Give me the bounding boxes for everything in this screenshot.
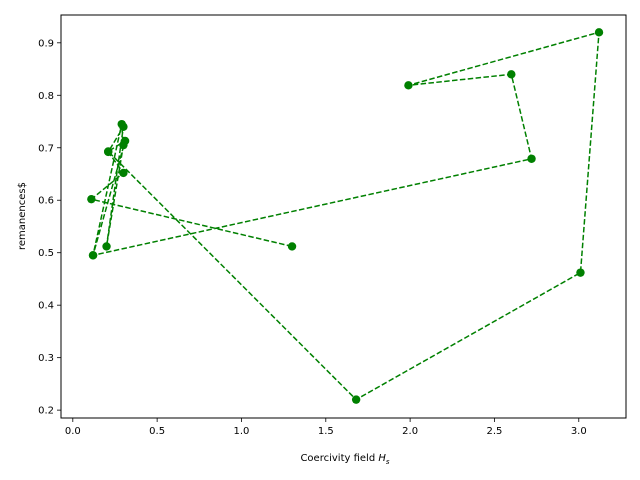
data-point (102, 242, 111, 251)
x-axis-label-subscript: s (386, 458, 390, 466)
plot-area (87, 28, 604, 404)
data-point (287, 242, 297, 251)
y-tick-label: 0.2 (38, 406, 54, 417)
y-tick-label: 0.9 (38, 38, 54, 49)
x-axis-label: Coercivity field Hs (300, 453, 389, 466)
x-tick-label: 1.0 (234, 426, 250, 437)
data-point (351, 395, 361, 404)
x-tick-label: 2.5 (486, 426, 502, 437)
y-tick-label: 0.5 (38, 248, 54, 259)
data-point (576, 268, 585, 277)
y-tick-label: 0.3 (38, 353, 54, 364)
y-tick-label: 0.6 (38, 196, 54, 207)
y-tick-label: 0.7 (38, 143, 54, 154)
x-tick-label: 0.0 (65, 426, 81, 437)
x-axis-ticks: 0.0 0.5 1.0 1.5 2.0 2.5 3.0 (65, 418, 587, 437)
y-axis-label: remanences$ (17, 182, 28, 250)
data-point (104, 147, 113, 156)
y-tick-label: 0.8 (38, 91, 54, 102)
data-point (87, 194, 96, 204)
x-tick-label: 3.0 (571, 426, 587, 437)
data-point (119, 168, 128, 178)
data-point (117, 119, 126, 129)
data-point (88, 251, 98, 260)
x-axis-label-text: Coercivity field (300, 453, 375, 464)
data-point (507, 70, 516, 79)
data-point (404, 81, 413, 90)
series-line (89, 31, 600, 401)
x-tick-label: 1.5 (318, 426, 334, 437)
y-axis-ticks: 0.2 0.3 0.4 0.5 0.6 0.7 0.8 0.9 (38, 38, 61, 417)
axes-frame (60, 14, 627, 419)
x-tick-label: 2.0 (402, 426, 418, 437)
data-point (527, 154, 536, 163)
y-tick-label: 0.4 (38, 301, 54, 312)
x-axis-label-variable: H (378, 453, 386, 464)
x-tick-label: 0.5 (149, 426, 165, 437)
data-point (594, 28, 604, 37)
data-point (120, 136, 130, 146)
